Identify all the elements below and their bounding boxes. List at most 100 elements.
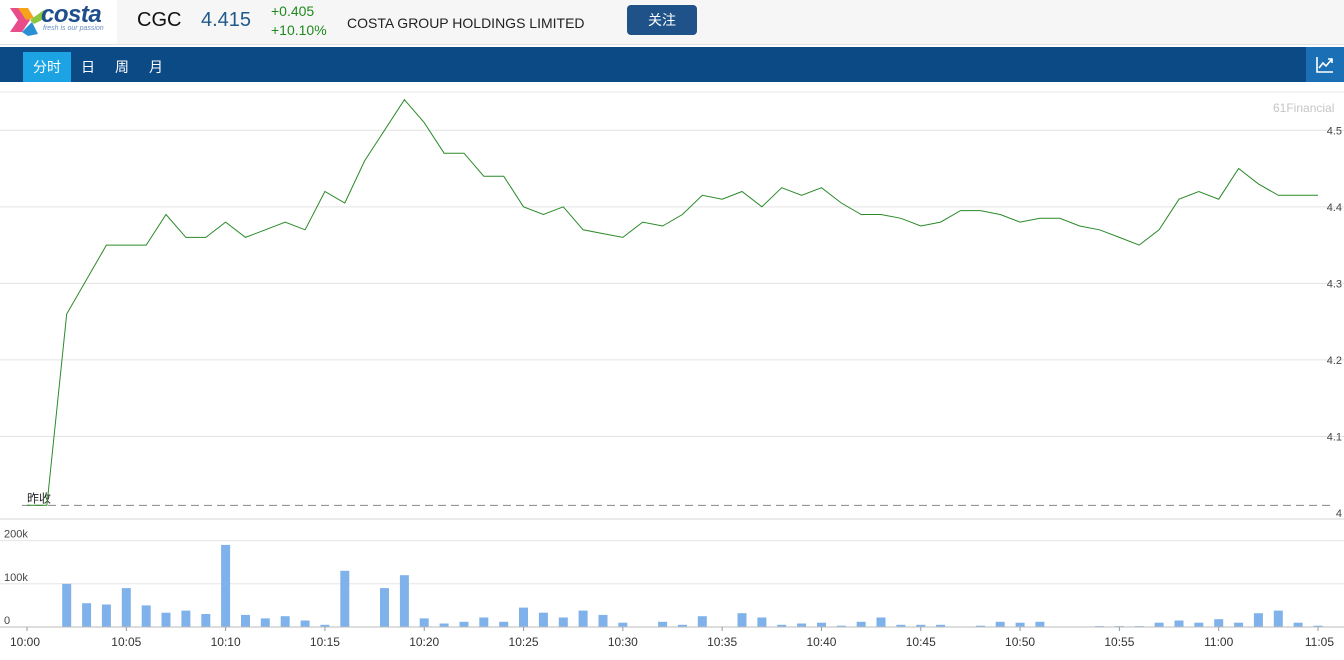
prev-close-label: 昨收 bbox=[27, 491, 51, 505]
volume-bar bbox=[181, 610, 191, 627]
volume-y-tick-label: 100k bbox=[4, 572, 28, 584]
volume-bar bbox=[260, 618, 270, 627]
volume-bar bbox=[1293, 622, 1303, 627]
company-logo: costa fresh is our passion bbox=[0, 0, 117, 44]
volume-bar bbox=[677, 624, 687, 627]
company-name: COSTA GROUP HOLDINGS LIMITED bbox=[347, 15, 585, 31]
price-y-tick-label: 4.4 bbox=[1327, 202, 1342, 214]
volume-bar bbox=[221, 544, 231, 627]
tab-intraday[interactable]: 分时 bbox=[23, 52, 71, 82]
x-tick-label: 10:20 bbox=[409, 635, 439, 649]
last-price: 4.415 bbox=[201, 9, 252, 31]
ticker-symbol: CGC bbox=[137, 9, 182, 31]
volume-bar bbox=[479, 617, 489, 627]
volume-bar bbox=[737, 613, 747, 627]
follow-button[interactable]: 关注 bbox=[627, 5, 697, 35]
volume-bar bbox=[201, 614, 211, 627]
volume-bar bbox=[995, 621, 1005, 627]
volume-bar bbox=[519, 607, 528, 627]
chart-type-button[interactable] bbox=[1306, 47, 1344, 82]
volume-y-tick-label: 200k bbox=[4, 529, 28, 541]
tab-weekly[interactable]: 周 bbox=[115, 59, 129, 75]
volume-bar bbox=[241, 614, 250, 627]
x-tick-label: 11:05 bbox=[1305, 635, 1334, 649]
volume-bar bbox=[1273, 610, 1283, 627]
volume-bar bbox=[340, 570, 350, 627]
price-y-tick-label: 4.5 bbox=[1327, 125, 1342, 137]
price-change-percent: +10.10% bbox=[271, 22, 327, 38]
volume-bar bbox=[658, 621, 668, 627]
volume-bar bbox=[161, 612, 171, 627]
tab-monthly[interactable]: 月 bbox=[149, 59, 163, 75]
volume-bar bbox=[598, 614, 608, 627]
volume-bar bbox=[101, 604, 111, 627]
price-y-tick-label: 4.3 bbox=[1327, 278, 1342, 290]
x-tick-label: 11:00 bbox=[1204, 635, 1233, 649]
volume-bar bbox=[499, 621, 509, 627]
x-tick-label: 10:50 bbox=[1005, 635, 1035, 649]
x-tick-label: 10:00 bbox=[10, 635, 40, 649]
x-tick-label: 10:35 bbox=[707, 635, 737, 649]
x-tick-label: 10:25 bbox=[509, 635, 539, 649]
volume-bar bbox=[1015, 622, 1025, 627]
logo-tagline: fresh is our passion bbox=[43, 25, 104, 32]
volume-bar bbox=[82, 603, 92, 627]
volume-bar bbox=[1035, 621, 1045, 627]
price-y-tick-label: 4 bbox=[1336, 508, 1342, 520]
volume-bar bbox=[538, 612, 548, 627]
volume-bar bbox=[380, 588, 389, 627]
x-tick-label: 10:10 bbox=[211, 635, 241, 649]
line-chart-icon bbox=[1316, 57, 1333, 73]
volume-bar bbox=[578, 610, 588, 627]
volume-bar bbox=[936, 624, 946, 627]
volume-bar bbox=[320, 624, 330, 627]
volume-bar bbox=[797, 623, 807, 627]
volume-bar bbox=[1154, 622, 1164, 627]
price-y-tick-label: 4.1 bbox=[1327, 431, 1342, 443]
brand-watermark: 61Financial bbox=[1273, 101, 1335, 115]
costa-logo-icon bbox=[10, 8, 46, 36]
volume-bar bbox=[697, 616, 707, 627]
volume-bar bbox=[62, 583, 72, 627]
volume-bar bbox=[1174, 620, 1184, 627]
volume-bar bbox=[558, 617, 568, 627]
volume-bar bbox=[459, 621, 469, 627]
quote-header: costa fresh is our passion CGC 4.415 +0.… bbox=[0, 0, 1344, 45]
price-change: +0.405 bbox=[271, 3, 315, 19]
volume-bar bbox=[916, 624, 926, 627]
volume-bar bbox=[777, 624, 787, 627]
volume-bar bbox=[300, 620, 310, 627]
volume-bar bbox=[1214, 619, 1224, 627]
price-y-tick-label: 4.2 bbox=[1327, 355, 1342, 367]
logo-wordmark: costa bbox=[41, 1, 102, 28]
x-tick-label: 10:40 bbox=[806, 635, 836, 649]
volume-bar bbox=[975, 625, 985, 627]
volume-y-tick-label: 0 bbox=[4, 615, 10, 627]
volume-bar bbox=[896, 624, 906, 627]
volume-bar bbox=[419, 618, 429, 627]
volume-bar bbox=[876, 617, 886, 627]
volume-bar bbox=[817, 622, 826, 627]
x-tick-label: 10:55 bbox=[1104, 635, 1134, 649]
volume-bar bbox=[836, 625, 846, 627]
volume-bar bbox=[439, 623, 449, 627]
volume-bar bbox=[280, 616, 290, 627]
volume-bar bbox=[757, 617, 767, 627]
volume-bar bbox=[1253, 613, 1263, 627]
x-tick-label: 10:45 bbox=[906, 635, 936, 649]
x-tick-label: 10:05 bbox=[111, 635, 141, 649]
volume-bar bbox=[856, 621, 866, 627]
x-tick-label: 10:15 bbox=[310, 635, 340, 649]
x-tick-label: 10:30 bbox=[608, 635, 638, 649]
volume-bar bbox=[121, 588, 131, 627]
tab-daily[interactable]: 日 bbox=[81, 59, 95, 75]
volume-bar bbox=[1313, 625, 1323, 627]
volume-bar bbox=[399, 575, 409, 627]
period-tab-bar: 分时 日 周 月 bbox=[0, 47, 1344, 82]
volume-bar bbox=[618, 622, 628, 627]
volume-bar bbox=[1234, 622, 1244, 627]
volume-bar bbox=[141, 605, 151, 627]
price-series-line bbox=[27, 98, 1318, 506]
volume-bar bbox=[1194, 622, 1204, 627]
